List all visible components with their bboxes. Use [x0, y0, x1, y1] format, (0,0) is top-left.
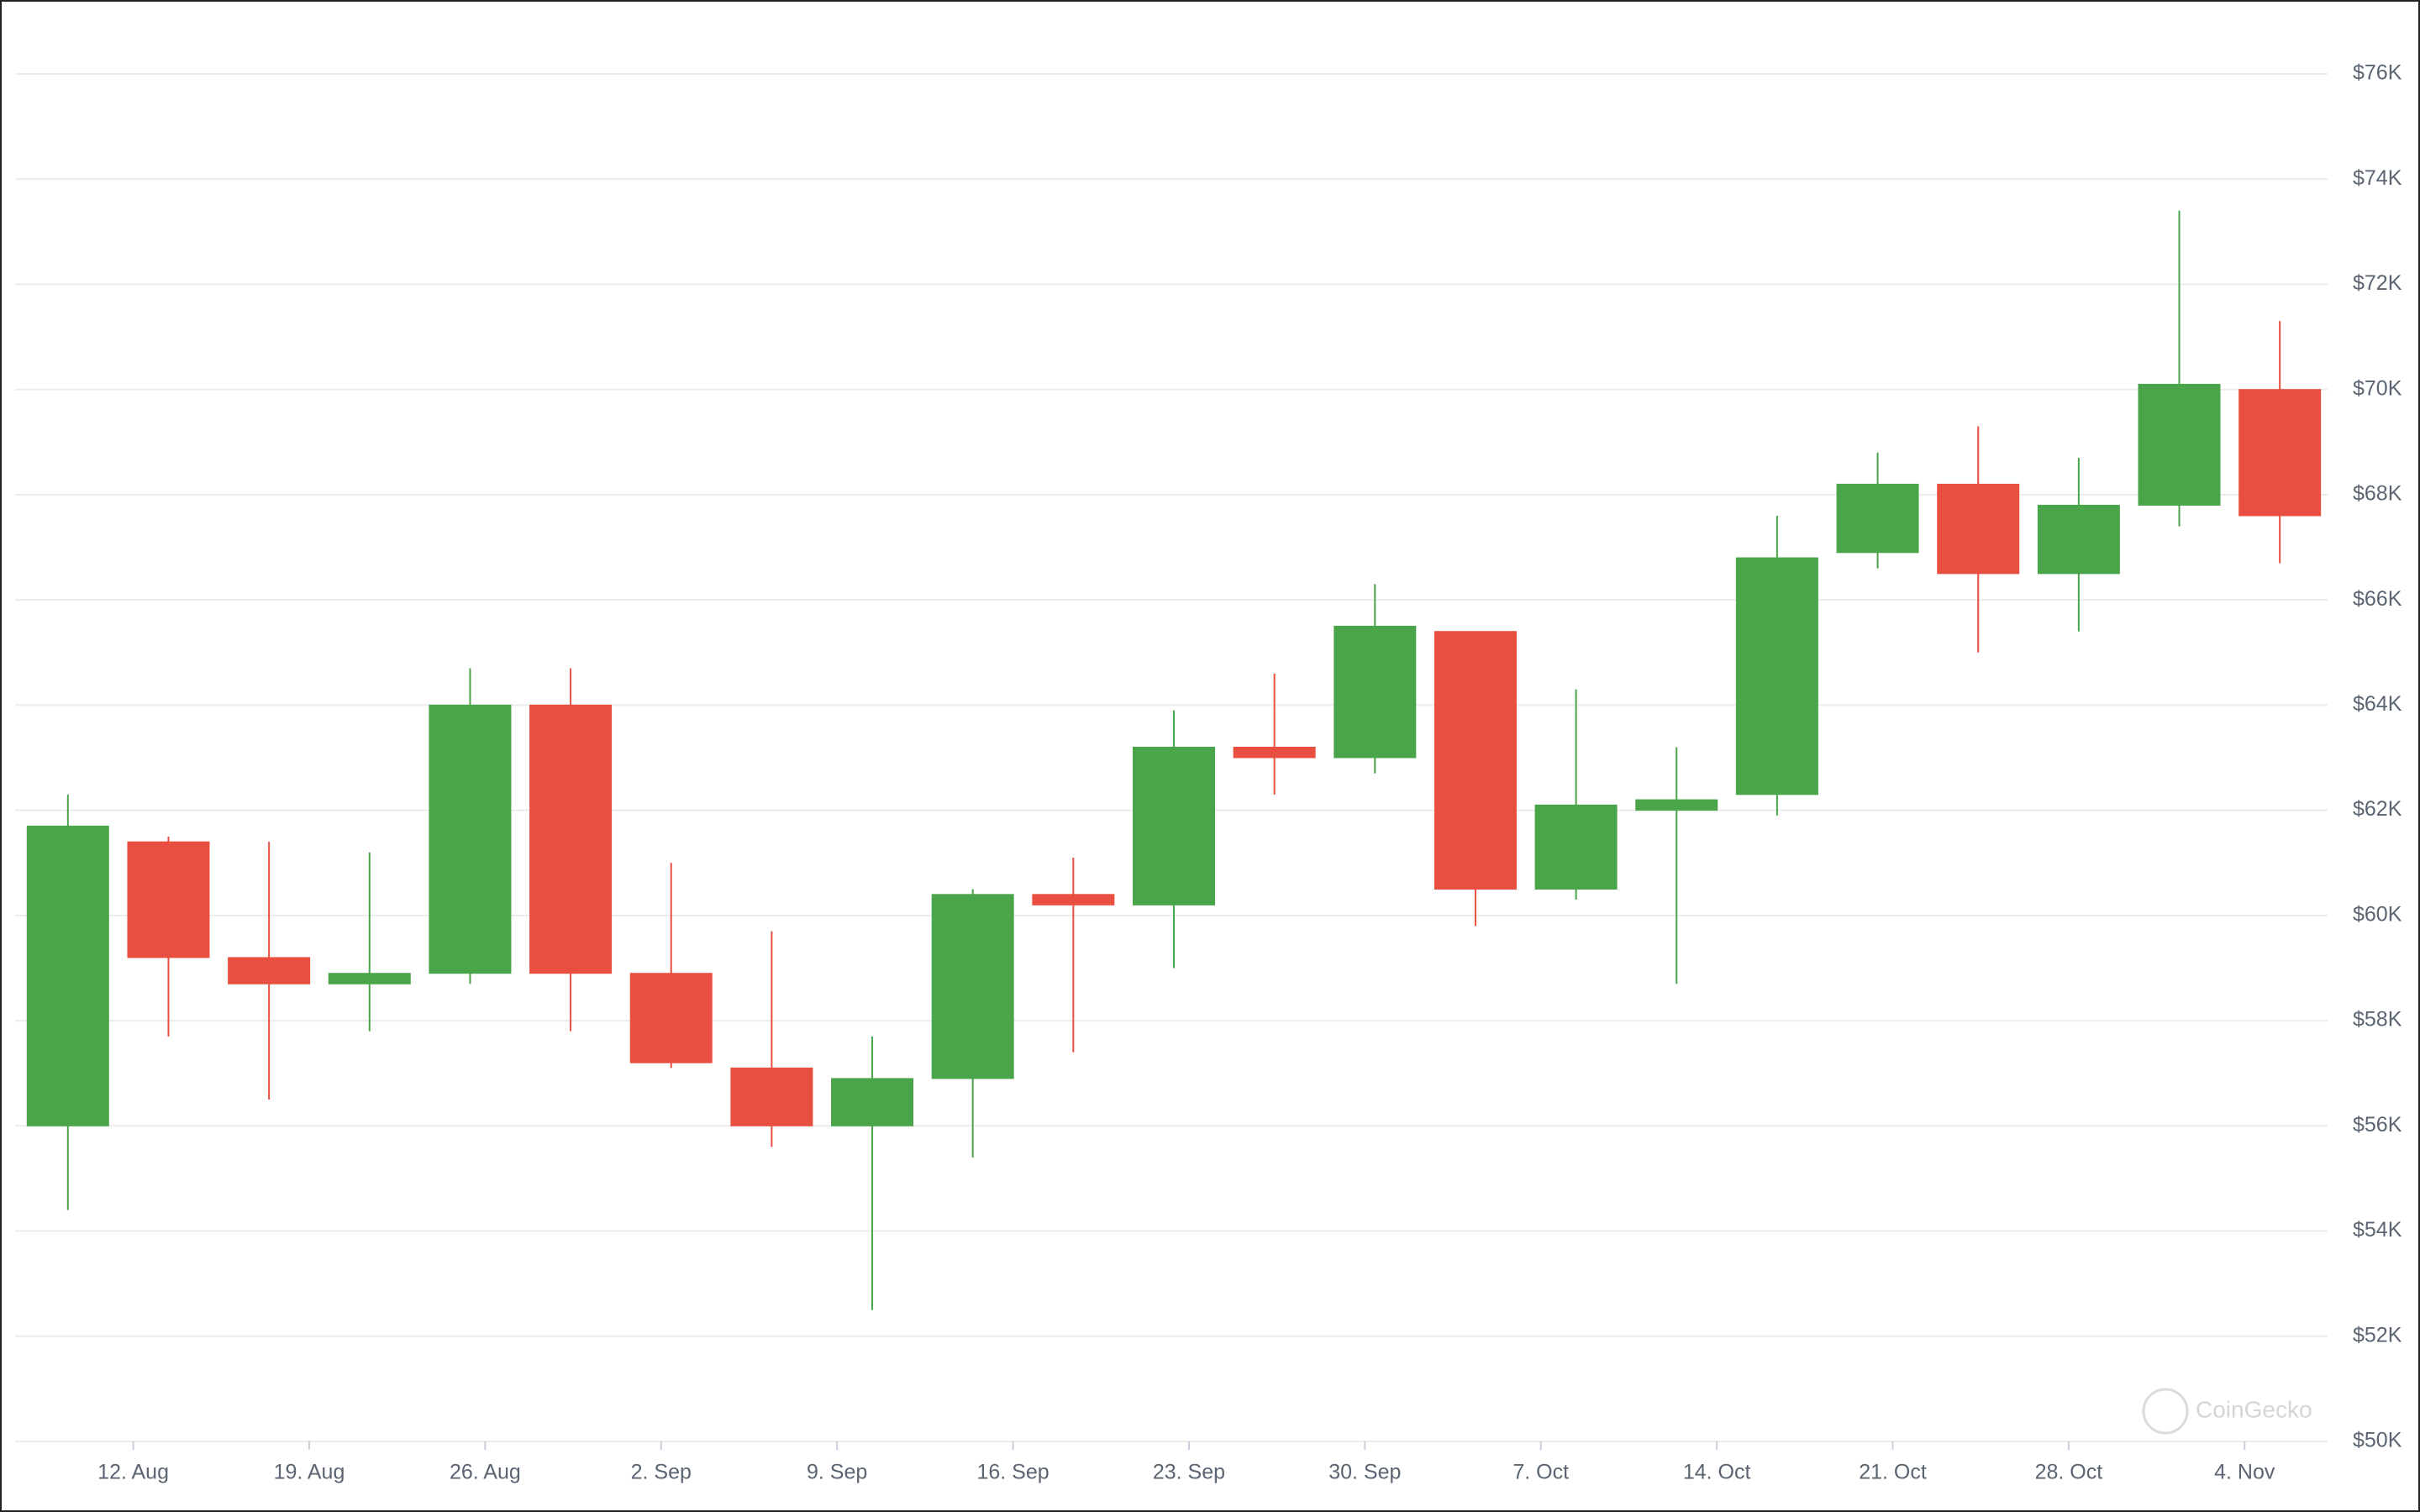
- candle-body: [1434, 631, 1517, 890]
- x-tick-label: 9. Sep: [807, 1461, 867, 1484]
- candle-body: [127, 841, 210, 958]
- y-tick-label: $76K: [2353, 61, 2402, 85]
- candle-body: [1735, 557, 1818, 795]
- candle-body: [2037, 504, 2120, 575]
- x-tick-label: 28. Oct: [2035, 1461, 2103, 1484]
- y-tick-label: $70K: [2353, 376, 2402, 400]
- candle-body: [328, 973, 411, 984]
- x-tick-label: 26. Aug: [450, 1461, 521, 1484]
- candle-body: [730, 1067, 813, 1126]
- y-tick-label: $54K: [2353, 1218, 2402, 1242]
- y-tick-label: $58K: [2353, 1008, 2402, 1032]
- x-tick-label: 23. Sep: [1153, 1461, 1225, 1484]
- candle-body: [931, 894, 1014, 1079]
- y-tick-label: $60K: [2353, 902, 2402, 926]
- candle-body: [1132, 746, 1215, 906]
- x-tick-label: 2. Sep: [631, 1461, 692, 1484]
- x-tick-label: 4. Nov: [2214, 1461, 2275, 1484]
- candle-body: [1233, 746, 1316, 759]
- y-tick-label: $50K: [2353, 1429, 2402, 1452]
- candle-body: [629, 973, 713, 1063]
- watermark: CoinGecko: [2142, 1388, 2312, 1435]
- candle-body: [1836, 483, 1919, 554]
- x-tick-label: 19. Aug: [274, 1461, 345, 1484]
- y-tick-label: $62K: [2353, 797, 2402, 821]
- candle-body: [1635, 799, 1718, 811]
- candle-body: [26, 825, 109, 1126]
- watermark-text: CoinGecko: [2196, 1396, 2312, 1422]
- x-tick-label: 14. Oct: [1683, 1461, 1751, 1484]
- candle-body: [529, 704, 613, 974]
- y-tick-label: $64K: [2353, 692, 2402, 716]
- candle-body: [831, 1078, 914, 1126]
- candle-body: [228, 957, 311, 984]
- y-tick-label: $68K: [2353, 482, 2402, 506]
- y-tick-label: $52K: [2353, 1323, 2402, 1347]
- candle-body: [1334, 625, 1417, 759]
- candle-body: [429, 704, 512, 974]
- candle-body: [1534, 804, 1618, 890]
- y-tick-label: $74K: [2353, 166, 2402, 190]
- y-tick-label: $56K: [2353, 1113, 2402, 1137]
- y-tick-label: $72K: [2353, 271, 2402, 295]
- candle-body: [2238, 389, 2322, 517]
- x-tick-label: 30. Sep: [1328, 1461, 1401, 1484]
- candle-body: [2138, 383, 2221, 506]
- x-tick-label: 12. Aug: [97, 1461, 169, 1484]
- y-tick-label: $66K: [2353, 587, 2402, 611]
- x-tick-label: 16. Sep: [976, 1461, 1049, 1484]
- candle-body: [1937, 483, 2020, 575]
- candle-body: [1032, 894, 1115, 906]
- x-tick-label: 21. Oct: [1859, 1461, 1927, 1484]
- x-tick-label: 7. Oct: [1512, 1461, 1569, 1484]
- watermark-logo: [2142, 1388, 2189, 1435]
